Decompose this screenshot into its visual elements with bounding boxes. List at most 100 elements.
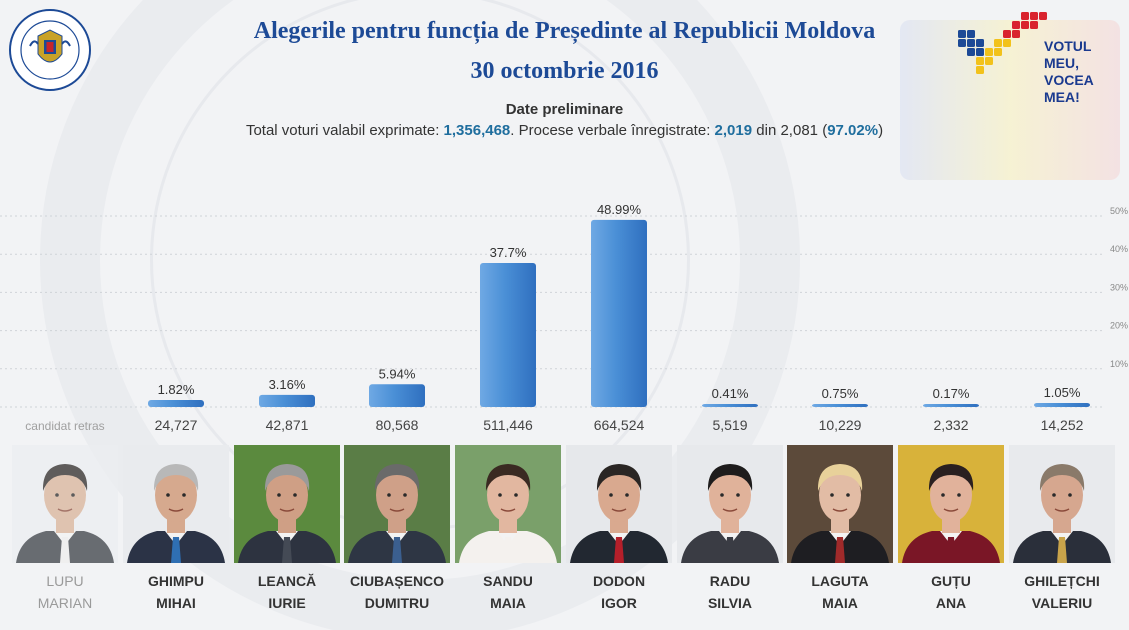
bar-value-label: 48.99%	[597, 202, 642, 217]
candidate-surname: LAGUTA	[811, 573, 869, 589]
bar-value-label: 0.75%	[822, 386, 859, 401]
candidate-surname: GHIMPU	[148, 573, 204, 589]
candidate-portrait	[898, 445, 1004, 563]
candidate-firstname: VALERIU	[1031, 595, 1093, 611]
withdrawn-label: candidat retras	[25, 419, 104, 433]
candidate-surname: CIUBAȘENCO	[349, 573, 445, 589]
bar-9[interactable]	[923, 404, 979, 407]
summary-percent: 97.02%	[827, 122, 879, 139]
candidate-card[interactable]: LEANCĂ IURIE	[234, 445, 340, 614]
preliminary-label: Date preliminare	[505, 101, 624, 118]
candidate-name: GHILEȚCHI VALERIU	[1009, 570, 1115, 614]
vote-count: 10,229	[819, 417, 862, 433]
candidate-portrait	[123, 445, 229, 563]
summary-paren-open: (	[822, 122, 828, 139]
vote-count: 42,871	[266, 417, 309, 433]
candidate-portrait	[677, 445, 783, 563]
candidate-photo	[677, 445, 783, 563]
candidate-surname: LEANCĂ	[257, 573, 317, 589]
candidate-photo	[234, 445, 340, 563]
summary-registered: 2,019	[714, 122, 753, 139]
votul-meu-logo	[958, 12, 1047, 74]
vote-count: 24,727	[155, 417, 198, 433]
vote-count: 80,568	[376, 417, 419, 433]
candidate-name: LEANCĂ IURIE	[234, 570, 340, 614]
candidate-portrait	[787, 445, 893, 563]
candidate-surname: DODON	[592, 573, 646, 589]
logo-slogan-line1: VOTUL MEU,	[1044, 38, 1092, 71]
vote-count: 14,252	[1041, 417, 1084, 433]
cec-seal-logo	[9, 9, 91, 91]
candidate-name: RADU SILVIA	[677, 570, 783, 614]
candidate-name: LAGUTA MAIA	[787, 570, 893, 614]
bar-value-label: 1.82%	[158, 382, 195, 397]
summary-total-protocols: 2,081	[780, 122, 819, 139]
candidate-name: CIUBAȘENCO DUMITRU	[344, 570, 450, 614]
candidate-name: LUPU MARIAN	[12, 570, 118, 614]
logo-slogan-line2: VOCEA MEA!	[1044, 72, 1094, 105]
candidate-card[interactable]: GUȚU ANA	[898, 445, 1004, 614]
candidate-card[interactable]: GHILEȚCHI VALERIU	[1009, 445, 1115, 614]
candidate-photo	[566, 445, 672, 563]
candidate-name: DODON IGOR	[566, 570, 672, 614]
candidate-firstname: MAIA	[822, 595, 858, 611]
candidate-portrait	[234, 445, 340, 563]
candidate-card[interactable]: LUPU MARIAN	[12, 445, 118, 614]
candidate-portrait	[566, 445, 672, 563]
candidate-firstname: MARIAN	[37, 595, 93, 611]
bar-4[interactable]	[369, 384, 425, 407]
vote-count: 511,446	[483, 417, 533, 433]
candidate-firstname: DUMITRU	[364, 595, 430, 611]
candidate-surname: SANDU	[483, 573, 533, 589]
y-tick-label: 10%	[1110, 359, 1128, 369]
candidate-card[interactable]: LAGUTA MAIA	[787, 445, 893, 614]
candidate-firstname: IGOR	[601, 595, 637, 611]
logo-slogan: VOTUL MEU, VOCEA MEA!	[1044, 38, 1129, 106]
bar-value-label: 37.7%	[490, 245, 527, 260]
candidate-photo	[123, 445, 229, 563]
votes-summary: Total voturi valabil exprimate: 1,356,46…	[0, 122, 1129, 139]
candidate-surname: LUPU	[46, 573, 84, 589]
candidate-card[interactable]: GHIMPU MIHAI	[123, 445, 229, 614]
candidate-card[interactable]: SANDU MAIA	[455, 445, 561, 614]
candidate-firstname: MAIA	[490, 595, 526, 611]
candidate-card[interactable]: DODON IGOR	[566, 445, 672, 614]
bar-2[interactable]	[148, 400, 204, 407]
y-tick-label: 50%	[1110, 206, 1128, 216]
bar-value-label: 3.16%	[269, 377, 306, 392]
election-date: 30 octombrie 2016	[470, 58, 659, 84]
candidate-photo	[12, 445, 118, 563]
vote-count: 664,524	[594, 417, 645, 433]
candidate-portrait	[344, 445, 450, 563]
candidate-card[interactable]: RADU SILVIA	[677, 445, 783, 614]
results-bar-chart: 10% 20% 30% 40% 50% 1.82% 3.16% 5.94% 37.7% 48.9…	[0, 202, 1128, 433]
summary-protocols-label: . Procese verbale înregistrate:	[510, 122, 711, 139]
bar-7[interactable]	[702, 404, 758, 407]
candidate-photo	[455, 445, 561, 563]
bar-10[interactable]	[1034, 402, 1090, 407]
candidate-portrait	[455, 445, 561, 563]
bar-8[interactable]	[812, 404, 868, 407]
bar-6[interactable]	[591, 219, 647, 407]
y-tick-label: 40%	[1110, 244, 1128, 254]
y-tick-label: 20%	[1110, 321, 1128, 331]
candidate-card[interactable]: CIUBAȘENCO DUMITRU	[344, 445, 450, 614]
candidate-firstname: IURIE	[268, 595, 306, 611]
candidate-surname: GHILEȚCHI	[1024, 573, 1100, 589]
candidate-photo	[344, 445, 450, 563]
candidate-portrait	[1009, 445, 1115, 563]
candidate-surname: GUȚU	[931, 573, 971, 589]
summary-of: din	[756, 122, 777, 139]
candidate-photo	[1009, 445, 1115, 563]
page-title: Alegerile pentru funcția de Președinte a…	[253, 18, 876, 44]
candidate-portrait	[12, 445, 118, 563]
bar-3[interactable]	[259, 394, 315, 407]
candidate-firstname: ANA	[935, 595, 967, 611]
bar-value-label: 1.05%	[1044, 385, 1081, 400]
y-tick-label: 30%	[1110, 282, 1128, 292]
candidate-photo	[898, 445, 1004, 563]
candidate-firstname: SILVIA	[707, 595, 753, 611]
bar-5[interactable]	[480, 262, 536, 407]
summary-total-votes: 1,356,468	[443, 122, 511, 139]
candidate-photo	[787, 445, 893, 563]
